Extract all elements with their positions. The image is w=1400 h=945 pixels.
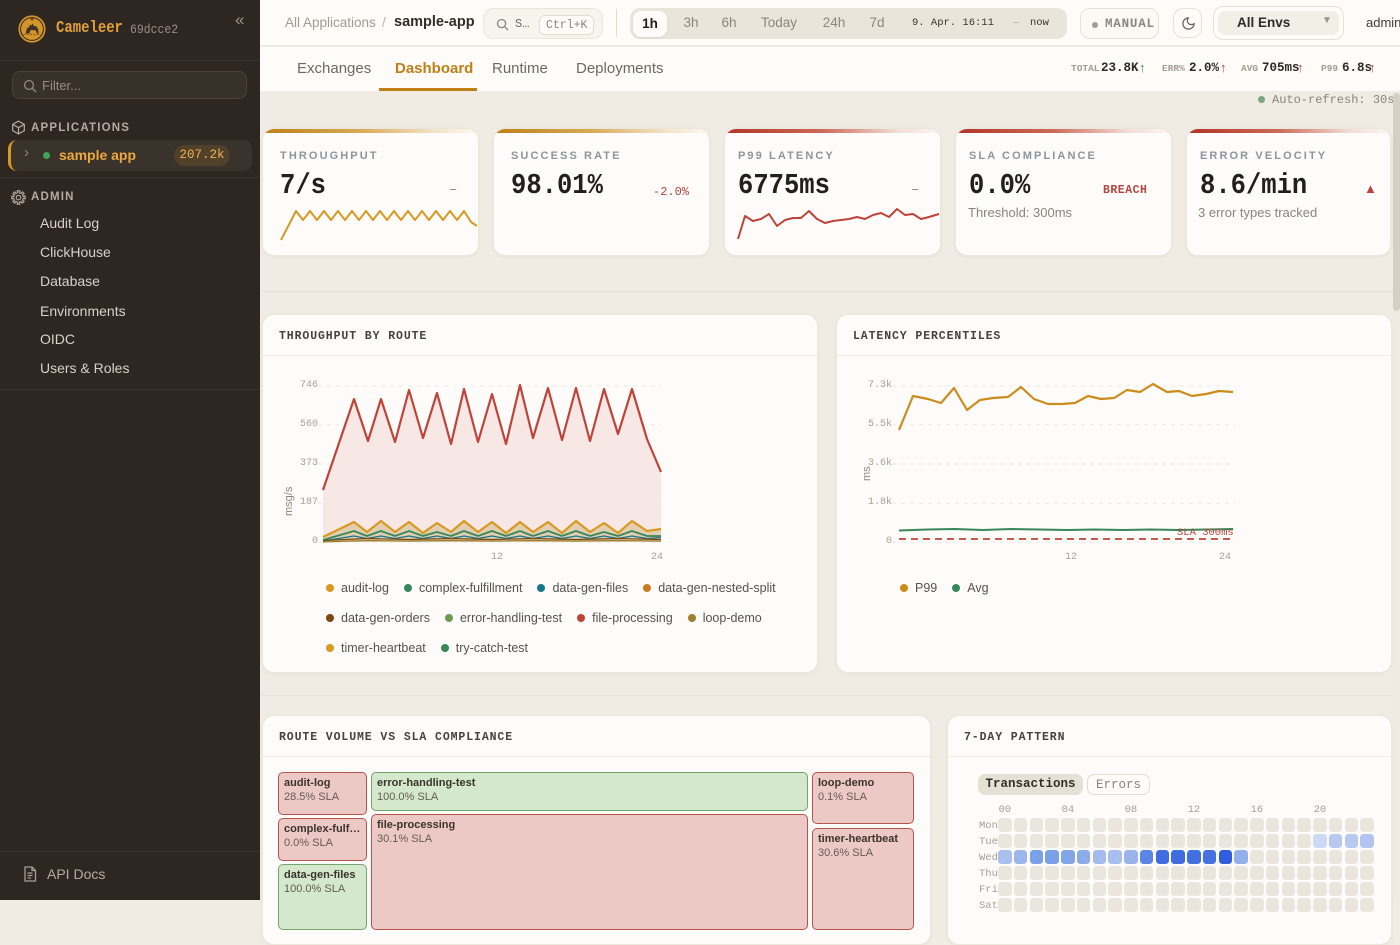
svg-text:SLA 300ms: SLA 300ms bbox=[1177, 527, 1234, 539]
